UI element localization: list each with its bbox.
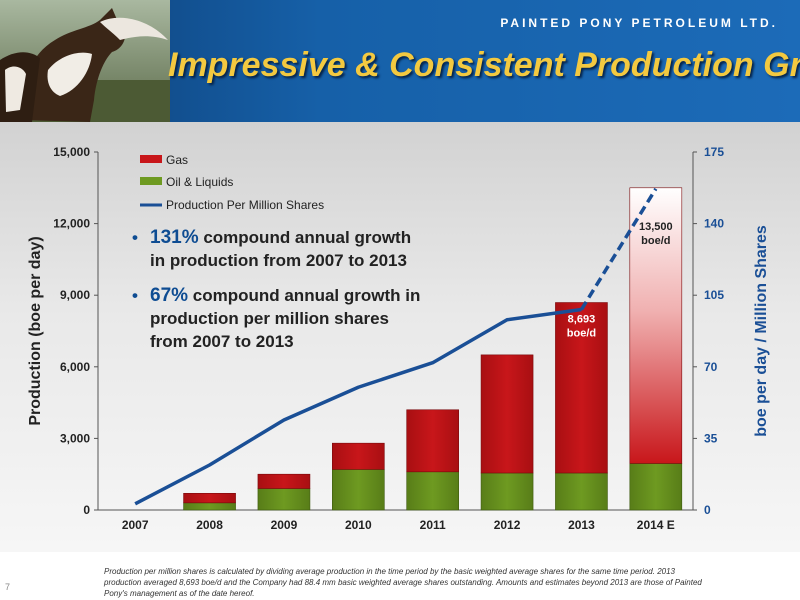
bar-gas-2013 — [555, 302, 608, 474]
bar-oil-2009 — [257, 488, 311, 511]
footnote: Production per million shares is calcula… — [104, 567, 702, 598]
header-banner: PAINTED PONY PETROLEUM LTD. Impressive &… — [0, 0, 800, 122]
y-tick-label: 9,000 — [60, 288, 90, 302]
annotation-label-2013: boe/d — [567, 328, 596, 340]
legend-label-gas: Gas — [166, 153, 188, 167]
y2-tick-label: 70 — [704, 360, 718, 374]
bullet-dot: • — [132, 286, 138, 305]
y-tick-label: 15,000 — [53, 145, 90, 159]
bullet-list: • 131% compound annual growth in producti… — [130, 226, 430, 365]
x-tick-label: 2008 — [196, 518, 223, 532]
bar-oil-2013 — [555, 472, 608, 511]
chart-panel: 0 3,000 6,000 9,000 12,000 15,000 0 35 70 105 140 1… — [0, 122, 800, 552]
y-axis-title: Production (boe per day) — [27, 236, 44, 425]
bullet-highlight: 131% — [150, 227, 199, 248]
line-per-share-projected — [579, 187, 658, 311]
x-tick-label: 2011 — [420, 518, 446, 532]
legend-label-oil: Oil & Liquids — [166, 175, 233, 189]
y2-tick-label: 105 — [704, 288, 724, 302]
bar-gas-2010 — [332, 442, 385, 470]
bullet-per-share-growth: • 67% compound annual growth in productio… — [130, 284, 430, 353]
bar-oil-2010 — [332, 469, 385, 511]
x-tick-label: 2010 — [345, 518, 372, 532]
bar-oil-2008 — [183, 502, 236, 511]
bar-gas-2008 — [183, 492, 236, 504]
bar-gas-2009 — [257, 473, 311, 489]
y2-tick-label: 175 — [704, 145, 724, 159]
bullet-text: compound annual growth in production fro… — [150, 228, 412, 270]
slide-title: Impressive & Consistent Production Growt… — [168, 46, 800, 84]
company-name: PAINTED PONY PETROLEUM LTD. — [500, 16, 778, 30]
x-tick-label: 2009 — [271, 518, 298, 532]
bar-oil-2012 — [480, 472, 534, 511]
production-chart: 0 3,000 6,000 9,000 12,000 15,000 0 35 70 105 140 1… — [27, 145, 770, 532]
legend-swatch-oil — [140, 177, 162, 185]
y2-tick-label: 35 — [704, 431, 718, 445]
y2-tick-label: 0 — [704, 503, 711, 517]
y-tick-label: 6,000 — [60, 360, 90, 374]
x-tick-label: 2014 E — [637, 518, 675, 532]
bullet-text: compound annual growth in production per… — [150, 286, 421, 351]
legend-swatch-gas — [140, 155, 162, 163]
y2-axis-title: boe per day / Million Shares — [753, 225, 770, 437]
x-tick-label: 2013 — [568, 518, 595, 532]
y-tick-label: 3,000 — [60, 431, 90, 445]
bullet-highlight: 67% — [150, 285, 189, 306]
x-tick-label: 2012 — [494, 518, 521, 532]
bar-oil-2014 E — [629, 463, 683, 511]
bar-oil-2011 — [406, 471, 459, 511]
annotation-label-2014 E: boe/d — [641, 235, 670, 247]
bar-gas-2012 — [480, 354, 534, 474]
y2-tick-label: 140 — [704, 217, 724, 231]
bullet-dot: • — [132, 228, 138, 247]
x-tick-label: 2007 — [122, 518, 149, 532]
page-number: 7 — [5, 582, 11, 592]
annotation-label-2014 E: 13,500 — [639, 221, 673, 233]
y-tick-label: 0 — [83, 503, 90, 517]
line-per-share-actual — [134, 307, 582, 506]
bar-gas-2011 — [406, 409, 459, 473]
horse-image — [0, 0, 170, 122]
bullet-production-growth: • 131% compound annual growth in producti… — [130, 226, 430, 272]
annotation-label-2013: 8,693 — [568, 314, 596, 326]
bar-gas-2014 E — [629, 187, 683, 464]
legend-label-line: Production Per Million Shares — [166, 198, 324, 212]
y-tick-label: 12,000 — [53, 217, 90, 231]
